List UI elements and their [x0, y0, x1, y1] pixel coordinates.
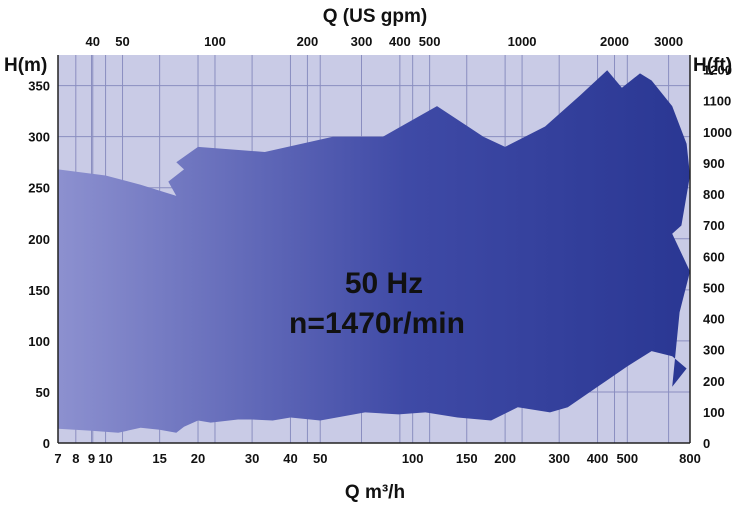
bottom-tick-label: 200 [494, 451, 516, 466]
left-axis-title: H(m) [4, 55, 47, 76]
top-tick-label: 2000 [600, 34, 629, 49]
bottom-tick-label: 7 [54, 451, 61, 466]
right-tick-label: 600 [703, 249, 725, 264]
top-tick-label: 40 [86, 34, 100, 49]
left-tick-label: 300 [28, 130, 50, 145]
top-tick-label: 400 [389, 34, 411, 49]
bottom-tick-label: 100 [402, 451, 424, 466]
bottom-axis-ticks: 7 8 9 10 15 20 30 40 50 100 150 200 300 400 500 800 [54, 451, 700, 466]
top-tick-label: 300 [351, 34, 373, 49]
operating-range-area [58, 70, 690, 433]
right-tick-label: 0 [703, 436, 710, 451]
bottom-tick-label: 15 [152, 451, 166, 466]
left-tick-label: 150 [28, 283, 50, 298]
right-tick-label: 400 [703, 312, 725, 327]
bottom-tick-label: 10 [98, 451, 112, 466]
left-tick-label: 100 [28, 334, 50, 349]
bottom-tick-label: 150 [456, 451, 478, 466]
right-axis-ticks: 0 100 200 300 400 500 600 700 800 900 1000 1100 1200 [703, 63, 732, 451]
top-tick-label: 3000 [654, 34, 683, 49]
top-axis-title: Q (US gpm) [323, 6, 428, 27]
right-tick-label: 800 [703, 187, 725, 202]
bottom-tick-label: 400 [587, 451, 609, 466]
bottom-tick-label: 40 [283, 451, 297, 466]
top-tick-label: 500 [419, 34, 441, 49]
top-tick-label: 1000 [508, 34, 537, 49]
right-tick-label: 1000 [703, 125, 732, 140]
right-axis-title: H(ft) [693, 55, 732, 76]
right-tick-label: 900 [703, 156, 725, 171]
top-tick-label: 50 [115, 34, 129, 49]
bottom-axis-title: Q m³/h [345, 482, 405, 503]
bottom-tick-label: 20 [191, 451, 205, 466]
frequency-annotation: 50 Hz [345, 267, 423, 300]
speed-annotation: n=1470r/min [289, 307, 465, 340]
top-tick-label: 200 [297, 34, 319, 49]
bottom-tick-label: 8 [72, 451, 79, 466]
bottom-tick-label: 50 [313, 451, 327, 466]
top-axis-ticks: 40 50 100 200 300 400 500 1000 2000 3000 [86, 34, 684, 49]
right-tick-label: 300 [703, 343, 725, 358]
right-tick-label: 500 [703, 280, 725, 295]
left-tick-label: 0 [43, 436, 50, 451]
left-tick-label: 50 [36, 385, 50, 400]
right-tick-label: 200 [703, 374, 725, 389]
left-axis-ticks: 0 50 100 150 200 250 300 350 [28, 79, 50, 451]
left-tick-label: 200 [28, 232, 50, 247]
right-tick-label: 1200 [703, 63, 732, 78]
left-tick-label: 250 [28, 181, 50, 196]
axes [57, 55, 691, 444]
right-tick-label: 700 [703, 218, 725, 233]
bottom-tick-label: 500 [616, 451, 638, 466]
bottom-tick-label: 9 [88, 451, 95, 466]
right-tick-label: 100 [703, 405, 725, 420]
left-tick-label: 350 [28, 79, 50, 94]
bottom-tick-label: 30 [245, 451, 259, 466]
bottom-tick-label: 300 [548, 451, 570, 466]
right-tick-label: 1100 [703, 94, 731, 109]
bottom-tick-label: 800 [679, 451, 701, 466]
top-tick-label: 100 [204, 34, 226, 49]
